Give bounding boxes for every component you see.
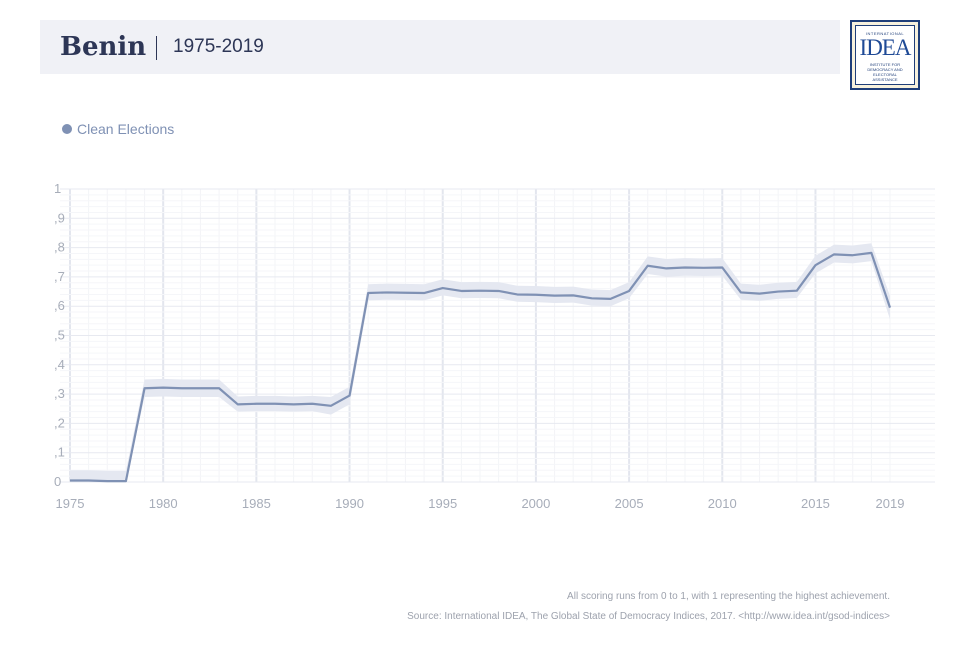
title-divider: [156, 36, 157, 60]
logo-wordmark: IDEA: [859, 35, 912, 60]
y-tick-label: ,5: [54, 328, 65, 343]
y-tick-label: 0: [54, 474, 61, 489]
period-label: 1975-2019: [173, 36, 264, 57]
idea-logo: INTERNATIONAL IDEA INSTITUTE FOR DEMOCRA…: [850, 20, 920, 90]
logo-sub-line: ASSISTANCE: [872, 77, 898, 82]
country-title: Benin: [60, 32, 147, 62]
y-tick-label: ,3: [54, 386, 65, 401]
scoring-note: All scoring runs from 0 to 1, with 1 rep…: [567, 591, 890, 602]
x-tick-label: 2005: [615, 496, 644, 511]
x-tick-label: 1995: [428, 496, 457, 511]
x-tick-label: 2010: [708, 496, 737, 511]
series-line-clean-elections: [70, 251, 892, 483]
y-tick-label: ,6: [54, 298, 65, 313]
x-tick-label: 2019: [876, 496, 905, 511]
y-tick-label: ,1: [54, 445, 65, 460]
x-tick-label: 1980: [149, 496, 178, 511]
x-tick-label: 1990: [335, 496, 364, 511]
y-tick-label: ,4: [54, 357, 65, 372]
y-tick-label: 1: [54, 181, 61, 196]
line-layer: [70, 251, 892, 483]
x-tick-label: 1985: [242, 496, 271, 511]
x-tick-label: 2015: [801, 496, 830, 511]
legend-marker: [62, 124, 72, 134]
y-tick-label: ,7: [54, 269, 65, 284]
y-tick-label: ,9: [54, 210, 65, 225]
x-tick-label: 2000: [521, 496, 550, 511]
y-tick-label: ,8: [54, 240, 65, 255]
logo-frame: INTERNATIONAL IDEA INSTITUTE FOR DEMOCRA…: [855, 25, 915, 85]
logo-sub-line: DEMOCRACY AND: [867, 67, 903, 72]
logo-subtext: INSTITUTE FOR DEMOCRACY AND ELECTORAL AS…: [856, 62, 914, 82]
legend-label: Clean Elections: [77, 121, 175, 137]
y-axis-ticks: 0 ,1 ,2 ,3 ,4 ,5 ,6 ,7 ,8 ,9 1: [54, 181, 65, 489]
logo-top-text: INTERNATIONAL: [865, 31, 905, 36]
chart-legend: Clean Elections: [62, 121, 174, 137]
x-tick-label: 1975: [56, 496, 85, 511]
y-tick-label: ,2: [54, 415, 65, 430]
source-note: Source: International IDEA, The Global S…: [407, 611, 890, 622]
grid-layer: [60, 188, 935, 483]
logo-sub-line: INSTITUTE FOR: [869, 62, 901, 67]
header-band: Benin 1975-2019: [40, 20, 840, 74]
x-axis-ticks: 1975 1980 1985 1990 1995 2000 2005 2010 2015 2019: [56, 496, 905, 511]
logo-sub-line: ELECTORAL: [873, 72, 897, 77]
